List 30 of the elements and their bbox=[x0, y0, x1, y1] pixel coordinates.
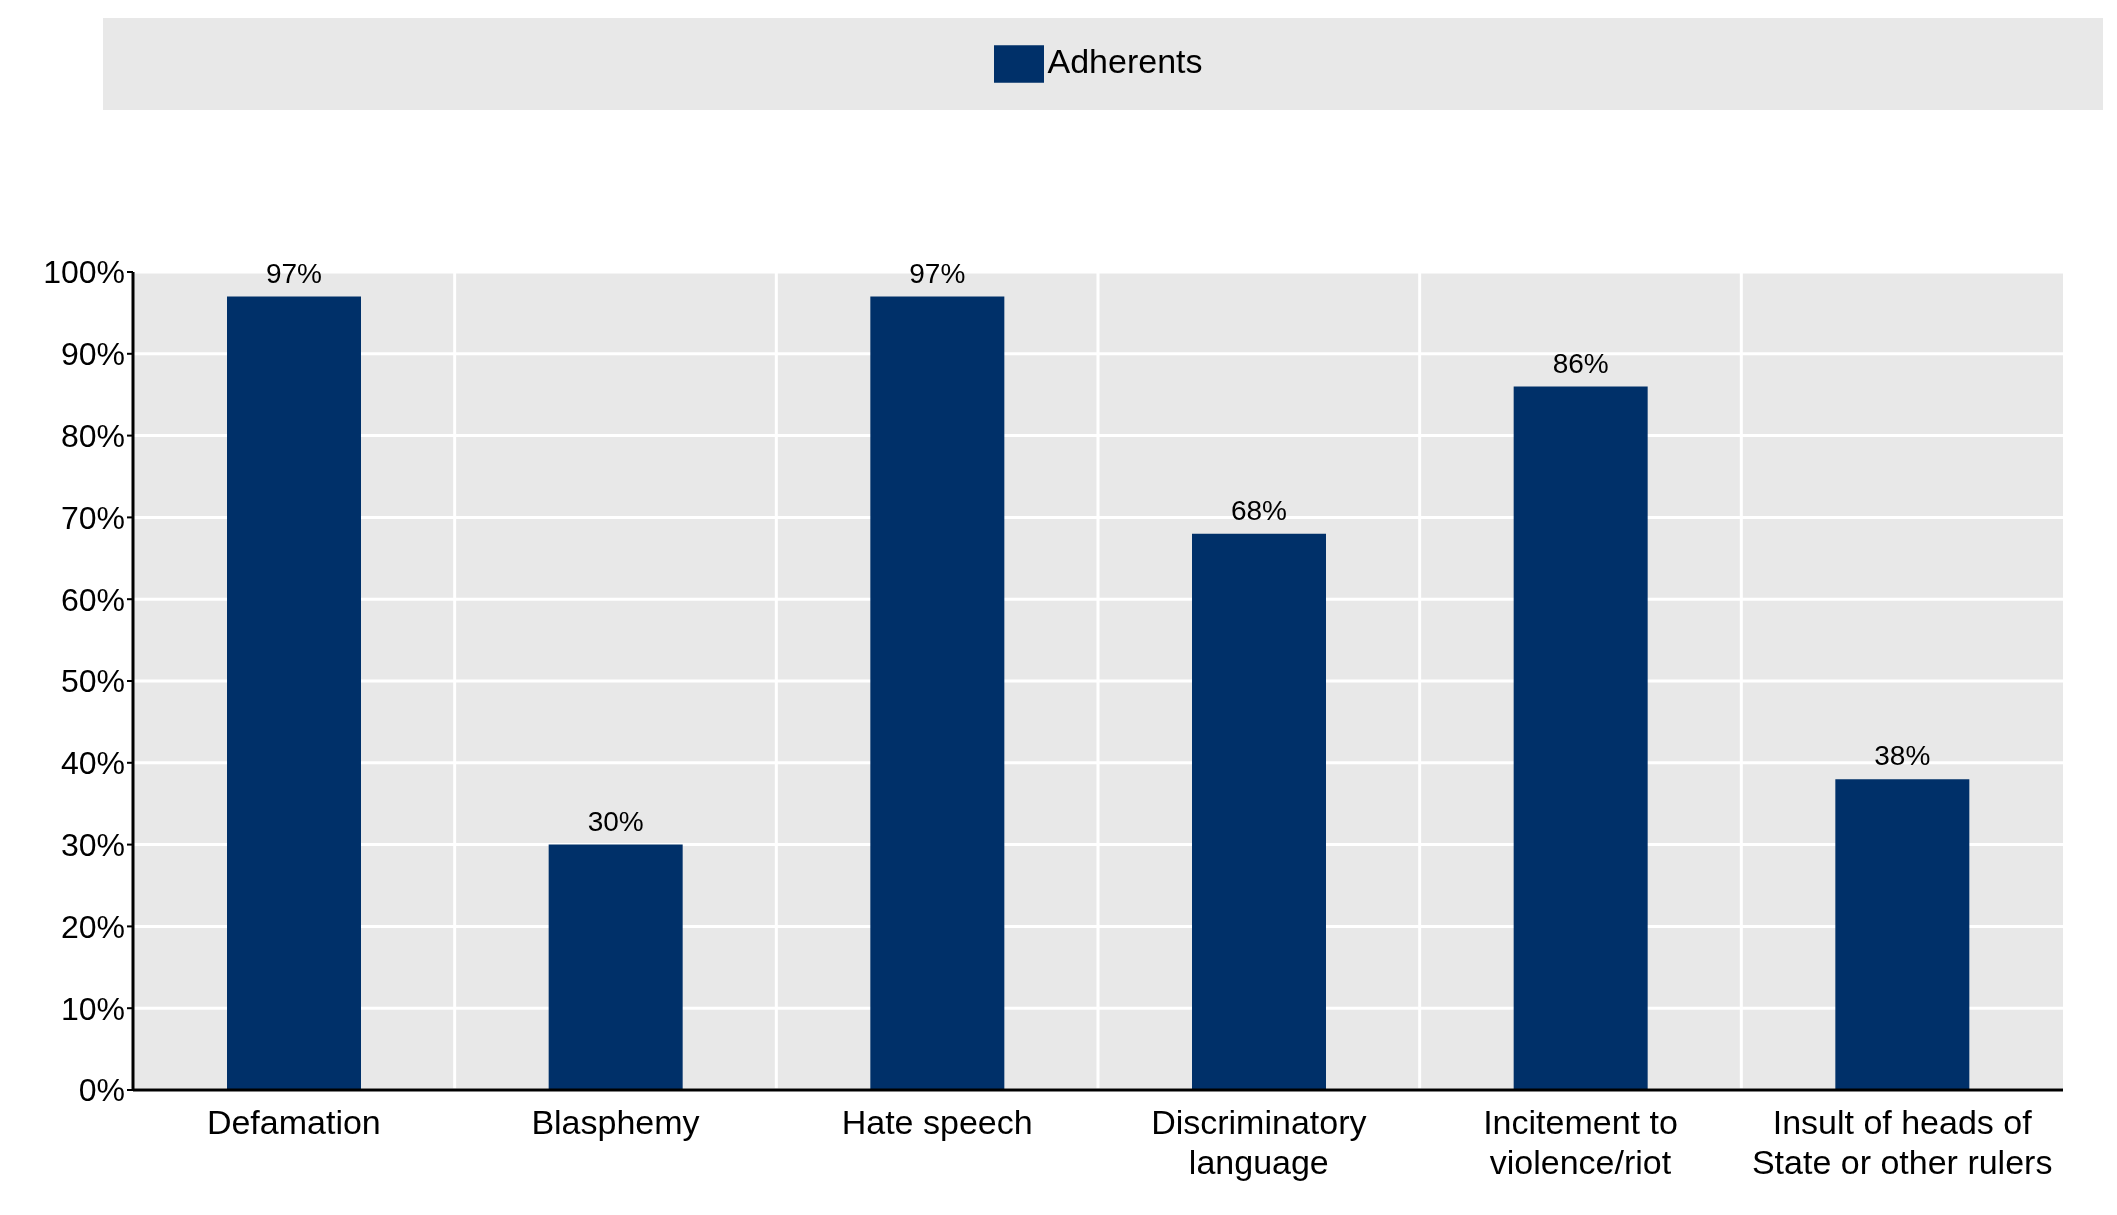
y-tick-label: 40% bbox=[60, 745, 125, 782]
text: 30% bbox=[587, 805, 644, 837]
text: 97% bbox=[265, 257, 323, 289]
y-tick-label: 50% bbox=[60, 663, 125, 700]
y-tick-label: 30% bbox=[60, 826, 125, 863]
bar bbox=[1192, 533, 1326, 1090]
bar bbox=[548, 844, 683, 1090]
text: 68% bbox=[1230, 494, 1288, 526]
y-tick-label: 90% bbox=[60, 336, 125, 373]
y-tick-label: 100% bbox=[43, 254, 125, 291]
y-tick-label: 70% bbox=[60, 499, 125, 536]
bar bbox=[227, 296, 361, 1090]
x-tick-label: Incitement to violence/riot bbox=[1483, 1103, 1678, 1181]
legend-label: Adherents bbox=[1047, 41, 1203, 80]
bar bbox=[870, 296, 1005, 1090]
text: 86% bbox=[1552, 347, 1609, 379]
x-tick-label: Defamation bbox=[206, 1103, 381, 1141]
y-tick-label: 60% bbox=[60, 581, 125, 618]
bar bbox=[1835, 779, 1970, 1090]
y-tick-label: 20% bbox=[60, 908, 125, 945]
x-tick-label: Insult of heads of State or other rulers bbox=[1751, 1103, 2053, 1181]
x-tick-label: Blasphemy bbox=[531, 1103, 700, 1141]
y-tick-label: 80% bbox=[60, 417, 125, 454]
text: 38% bbox=[1874, 740, 1931, 772]
y-tick-label: 10% bbox=[60, 990, 125, 1027]
x-tick-label: Hate speech bbox=[841, 1103, 1033, 1141]
text: 97% bbox=[909, 257, 966, 289]
y-tick-label: 0% bbox=[78, 1072, 125, 1109]
bar bbox=[1513, 386, 1648, 1090]
x-tick-label: Discriminatory language bbox=[1151, 1103, 1367, 1181]
